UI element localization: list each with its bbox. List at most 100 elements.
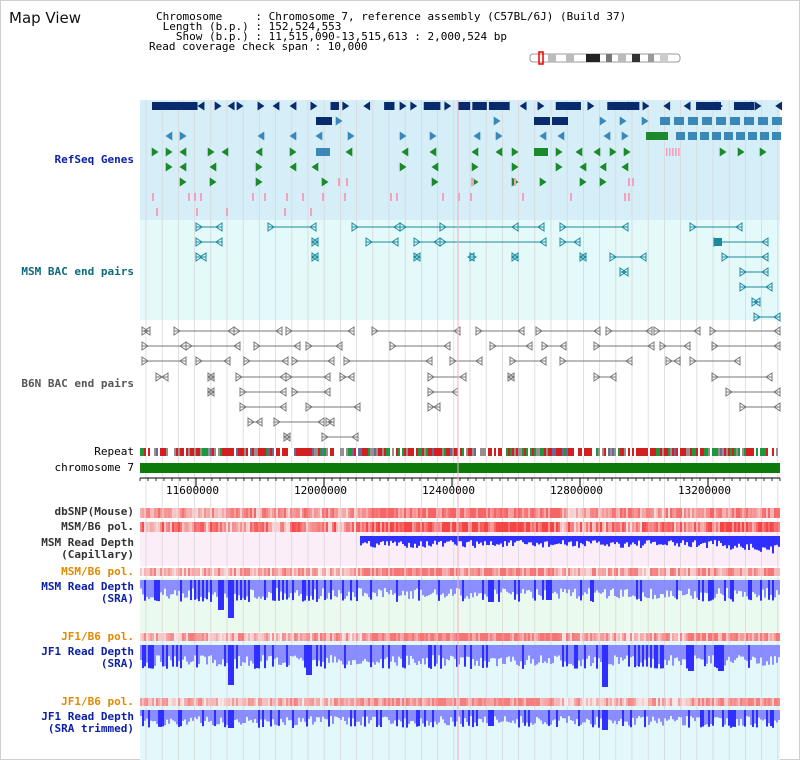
- pol-cell: [430, 633, 432, 641]
- depth-bar: [380, 536, 382, 543]
- pol-cell: [700, 522, 702, 532]
- pol-cell: [190, 508, 192, 518]
- label-jf1-depth-trimmed[interactable]: JF1 Read Depth (SRA trimmed): [41, 710, 134, 735]
- depth-bar: [638, 580, 640, 599]
- pol-cell: [272, 633, 274, 641]
- pol-cell: [720, 522, 722, 532]
- pol-cell: [564, 633, 566, 641]
- pol-cell: [296, 508, 298, 518]
- depth-bar: [338, 645, 340, 660]
- depth-bar: [694, 710, 696, 722]
- depth-bar: [708, 536, 710, 542]
- label-repeat[interactable]: Repeat: [94, 445, 134, 458]
- pol-cell: [162, 698, 164, 706]
- label-jf1-depth-sra[interactable]: JF1 Read Depth (SRA): [41, 645, 134, 670]
- gene-block: [716, 117, 726, 125]
- gene-arrow: [165, 131, 173, 141]
- label-b6n-bac[interactable]: B6N BAC end pairs: [21, 377, 134, 390]
- depth-bar: [394, 710, 396, 721]
- pol-cell: [464, 698, 466, 706]
- depth-bar: [502, 536, 504, 547]
- pol-cell: [390, 633, 392, 641]
- depth-bar: [508, 645, 510, 657]
- repeat-cell: [380, 448, 382, 456]
- depth-bar: [592, 580, 594, 602]
- b6n-bac-pair-end: [291, 387, 299, 397]
- label-msm-depth-sra[interactable]: MSM Read Depth (SRA): [41, 580, 134, 605]
- pol-cell: [196, 568, 198, 576]
- depth-bar: [464, 536, 466, 548]
- ideogram-band: [618, 54, 626, 62]
- pol-cell: [398, 633, 400, 641]
- gene-block: [724, 132, 733, 140]
- repeat-cell: [662, 448, 664, 456]
- label-jf1-b6-pol[interactable]: JF1/B6 pol.: [61, 630, 134, 643]
- gene-arrow: [321, 177, 329, 187]
- pol-cell: [566, 698, 568, 706]
- pol-cell: [610, 508, 612, 518]
- depth-bar: [476, 536, 478, 542]
- pol-cell: [226, 508, 228, 518]
- axis-tick-label: 12000000: [294, 484, 347, 497]
- repeat-cell: [258, 448, 260, 456]
- label-jf1-b6-pol-2[interactable]: JF1/B6 pol.: [61, 695, 134, 708]
- gene-tick: [675, 148, 677, 156]
- label-msm-b6-pol-2[interactable]: MSM/B6 pol.: [61, 565, 134, 578]
- pol-cell: [230, 698, 232, 706]
- pol-cell: [544, 698, 546, 706]
- pol-cell: [732, 508, 734, 518]
- depth-bar: [710, 580, 712, 601]
- gene-tick: [628, 193, 630, 201]
- gene-tick: [344, 193, 346, 201]
- pol-cell: [372, 633, 374, 641]
- pol-cell: [778, 568, 780, 576]
- pol-cell: [302, 568, 304, 576]
- depth-bar: [216, 645, 218, 667]
- pol-cell: [196, 508, 198, 518]
- pol-cell: [336, 698, 338, 706]
- pol-cell: [424, 508, 426, 518]
- b6n-bac-pair-end: [609, 372, 617, 382]
- pol-cell: [654, 698, 656, 706]
- label-chromosome[interactable]: chromosome 7: [54, 461, 134, 474]
- pol-cell: [754, 508, 756, 518]
- label-refseq-genes[interactable]: RefSeq Genes: [54, 153, 134, 166]
- depth-bar: [530, 580, 532, 592]
- label-msm-bac[interactable]: MSM BAC end pairs: [21, 265, 134, 278]
- depth-bar: [200, 710, 202, 723]
- b6n-bac-pair-end: [273, 417, 281, 427]
- depth-bar: [302, 645, 304, 661]
- depth-bar: [764, 536, 766, 548]
- depth-bar: [328, 580, 330, 593]
- depth-bar: [484, 536, 486, 542]
- depth-bar: [446, 710, 448, 726]
- label-msm-b6-pol[interactable]: MSM/B6 pol.: [61, 520, 134, 533]
- depth-bar: [204, 710, 206, 721]
- b6n-bac-pair-end: [425, 356, 433, 366]
- axis-tick-label: 12800000: [550, 484, 603, 497]
- depth-bar: [650, 645, 652, 668]
- pol-cell: [576, 508, 578, 518]
- pol-cell: [326, 568, 328, 576]
- pol-cell: [760, 568, 762, 576]
- repeat-cell: [312, 448, 314, 456]
- pol-cell: [324, 522, 326, 532]
- depth-bar: [446, 536, 448, 542]
- depth-bar: [202, 645, 204, 656]
- depth-bar: [704, 645, 706, 667]
- pol-cell: [418, 508, 420, 518]
- pol-cell: [230, 522, 232, 532]
- depth-bar: [510, 645, 512, 662]
- pol-cell: [214, 508, 216, 518]
- depth-bar: [348, 645, 350, 661]
- label-dbsnp[interactable]: dbSNP(Mouse): [54, 505, 134, 518]
- depth-bar: [628, 645, 630, 667]
- depth-bar: [772, 710, 774, 728]
- depth-bar: [740, 710, 742, 719]
- pol-cell: [484, 568, 486, 576]
- label-msm-depth-capillary[interactable]: MSM Read Depth (Capillary): [41, 536, 134, 561]
- pol-cell: [258, 633, 260, 641]
- depth-bar: [356, 580, 358, 602]
- depth-bar: [178, 645, 180, 662]
